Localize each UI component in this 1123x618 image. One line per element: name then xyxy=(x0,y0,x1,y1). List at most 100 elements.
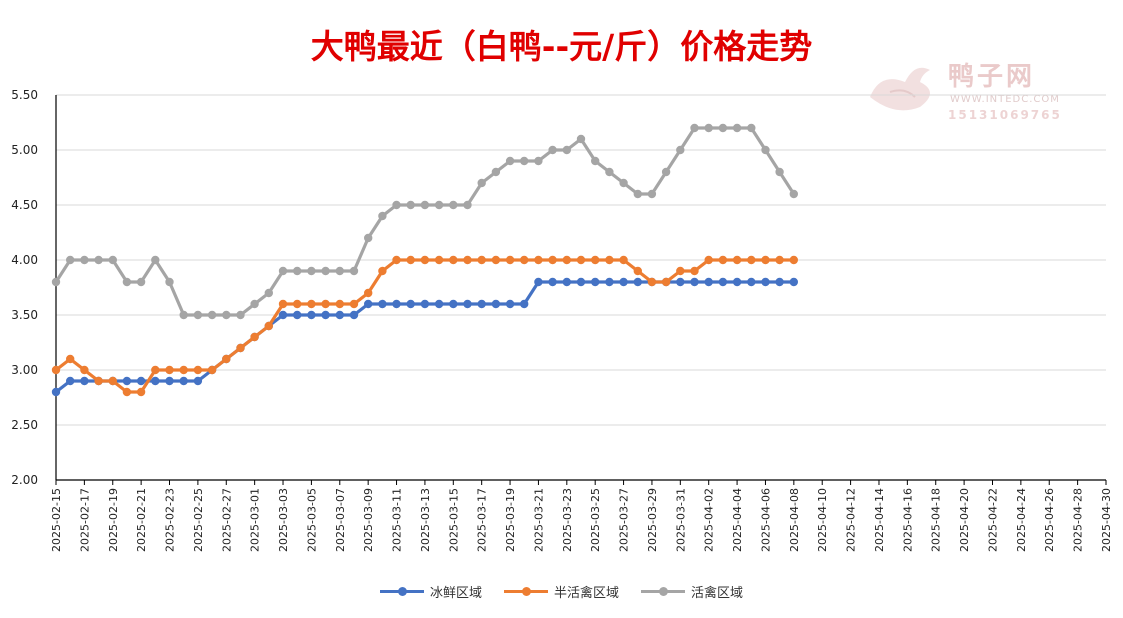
data-point xyxy=(378,211,387,221)
data-point xyxy=(151,376,160,386)
data-point xyxy=(378,299,387,309)
data-point xyxy=(562,277,571,287)
data-point xyxy=(732,277,742,287)
data-point xyxy=(151,365,160,375)
data-point xyxy=(775,167,784,177)
data-point xyxy=(264,288,273,298)
data-point xyxy=(349,310,359,320)
series-冰鲜区域 xyxy=(51,277,798,397)
x-tick-labels: 2025-02-15 2025-02-17 2025-02-19 2025-02-21… xyxy=(50,480,1113,552)
data-point xyxy=(676,266,685,276)
y-tick-label: 2.00 xyxy=(11,473,38,487)
data-point xyxy=(789,255,798,265)
data-point xyxy=(690,277,699,287)
data-point xyxy=(293,266,302,276)
x-tick-label: 2025-02-19 xyxy=(107,488,120,552)
series-line xyxy=(55,280,794,394)
data-point xyxy=(80,365,89,375)
data-point xyxy=(505,156,515,166)
data-point xyxy=(605,167,614,177)
data-point xyxy=(449,200,458,210)
data-point xyxy=(193,310,203,320)
data-point xyxy=(789,277,798,287)
data-point xyxy=(491,299,501,309)
x-tick-label: 2025-04-02 xyxy=(703,488,716,552)
data-point xyxy=(364,299,373,309)
data-point xyxy=(576,134,586,144)
x-tick-label: 2025-04-12 xyxy=(845,488,858,552)
y-tick-label: 5.50 xyxy=(11,88,38,102)
data-point xyxy=(718,255,728,265)
y-tick-label: 2.50 xyxy=(11,418,38,432)
data-point xyxy=(534,156,543,166)
data-point xyxy=(193,376,203,386)
data-point xyxy=(576,255,586,265)
data-point xyxy=(605,277,614,287)
data-point xyxy=(250,299,259,309)
data-point xyxy=(66,376,75,386)
y-tick-label: 4.50 xyxy=(11,198,38,212)
data-point xyxy=(704,123,713,133)
data-point xyxy=(676,145,685,155)
data-point xyxy=(364,233,373,243)
data-point xyxy=(406,299,415,309)
x-tick-label: 2025-03-23 xyxy=(561,488,574,552)
data-point xyxy=(307,266,316,276)
data-point xyxy=(747,123,756,133)
data-point xyxy=(293,310,302,320)
data-point xyxy=(463,299,472,309)
data-point xyxy=(434,255,444,265)
data-point xyxy=(463,255,472,265)
data-point xyxy=(335,299,344,309)
legend-label: 冰鲜区域 xyxy=(429,586,482,601)
data-point xyxy=(661,277,671,287)
data-point xyxy=(520,156,529,166)
data-point xyxy=(747,255,756,265)
data-point xyxy=(690,123,699,133)
x-tick-label: 2025-03-11 xyxy=(391,488,404,552)
data-point xyxy=(122,376,132,386)
data-point xyxy=(278,266,288,276)
data-point xyxy=(165,365,174,375)
data-point xyxy=(619,277,628,287)
x-tick-label: 2025-04-14 xyxy=(873,488,886,552)
data-point xyxy=(207,310,217,320)
data-point xyxy=(477,299,486,309)
data-point xyxy=(591,277,600,287)
data-point xyxy=(94,376,103,386)
data-point xyxy=(108,255,118,265)
data-point xyxy=(136,387,146,397)
data-point xyxy=(491,167,501,177)
data-point xyxy=(207,365,217,375)
x-tick-label: 2025-02-17 xyxy=(78,488,91,552)
chart-title: 大鸭最近（白鸭--元/斤）价格走势 xyxy=(310,27,813,66)
data-point xyxy=(647,277,657,287)
legend-label: 半活禽区域 xyxy=(553,586,619,601)
data-point xyxy=(732,123,742,133)
y-tick-label: 3.00 xyxy=(11,363,38,377)
data-point xyxy=(293,299,302,309)
x-tick-label: 2025-02-27 xyxy=(220,488,233,552)
data-point xyxy=(619,178,628,188)
data-point xyxy=(66,354,75,364)
x-tick-label: 2025-02-21 xyxy=(135,488,148,552)
data-point xyxy=(66,255,75,265)
data-point xyxy=(591,255,600,265)
x-tick-label: 2025-03-05 xyxy=(305,488,318,552)
data-point xyxy=(222,354,231,364)
x-tick-label: 2025-04-08 xyxy=(788,488,801,552)
data-point xyxy=(250,332,259,342)
data-point xyxy=(505,255,515,265)
data-point xyxy=(505,299,515,309)
data-point xyxy=(633,189,642,199)
data-point xyxy=(434,200,444,210)
data-point xyxy=(605,255,614,265)
axes xyxy=(55,95,1106,481)
data-point xyxy=(349,266,359,276)
legend-item: 活禽区域 xyxy=(641,582,743,601)
legend-item: 冰鲜区域 xyxy=(379,582,482,601)
legend-swatch xyxy=(641,587,685,596)
x-tick-label: 2025-02-25 xyxy=(192,488,205,552)
legend-marker xyxy=(397,587,407,596)
data-point xyxy=(619,255,628,265)
